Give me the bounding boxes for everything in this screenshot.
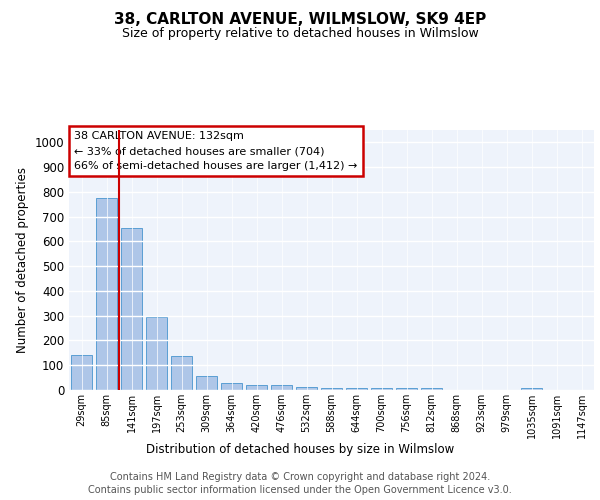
Text: Contains public sector information licensed under the Open Government Licence v3: Contains public sector information licen… xyxy=(88,485,512,495)
Bar xyxy=(421,388,442,390)
Bar xyxy=(196,376,217,390)
Bar xyxy=(246,385,267,390)
Bar xyxy=(296,386,317,390)
Text: Contains HM Land Registry data © Crown copyright and database right 2024.: Contains HM Land Registry data © Crown c… xyxy=(110,472,490,482)
Bar xyxy=(171,356,192,390)
Text: Size of property relative to detached houses in Wilmslow: Size of property relative to detached ho… xyxy=(122,28,478,40)
Bar xyxy=(521,388,542,390)
Text: 38, CARLTON AVENUE, WILMSLOW, SK9 4EP: 38, CARLTON AVENUE, WILMSLOW, SK9 4EP xyxy=(114,12,486,28)
Bar xyxy=(271,385,292,390)
Bar xyxy=(96,198,117,390)
Bar xyxy=(71,356,92,390)
Bar xyxy=(346,388,367,390)
Bar xyxy=(321,388,342,390)
Bar xyxy=(221,383,242,390)
Bar xyxy=(396,388,417,390)
Y-axis label: Number of detached properties: Number of detached properties xyxy=(16,167,29,353)
Bar xyxy=(371,388,392,390)
Text: 38 CARLTON AVENUE: 132sqm
← 33% of detached houses are smaller (704)
66% of semi: 38 CARLTON AVENUE: 132sqm ← 33% of detac… xyxy=(74,132,358,171)
Bar xyxy=(121,228,142,390)
Bar xyxy=(146,317,167,390)
Text: Distribution of detached houses by size in Wilmslow: Distribution of detached houses by size … xyxy=(146,442,454,456)
